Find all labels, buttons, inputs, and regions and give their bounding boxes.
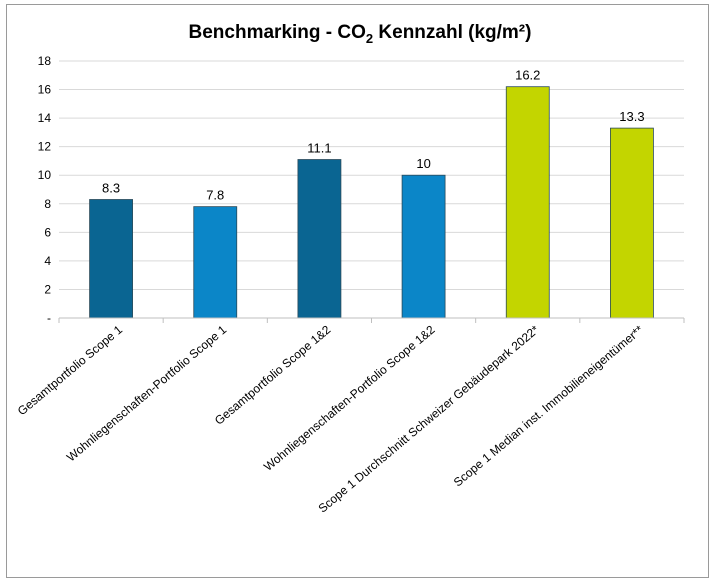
chart-title-subscript: 2 [366,31,373,46]
category-label: Wohnliegenschaften-Portfolio Scope 1 [64,322,229,464]
data-label: 7.8 [206,188,224,203]
y-tick-label: - [47,311,51,325]
y-tick-label: 12 [38,140,52,154]
bar [193,206,238,319]
chart-canvas: Benchmarking - CO2 Kennzahl (kg/m²) -246… [15,22,685,516]
category-label: Wohnliegenschaften-Portfolio Scope 1&2 [261,322,438,473]
data-label: 13.3 [619,109,644,124]
category-label: Scope 1 Durchschnitt Schweizer Gebäudepa… [316,322,542,515]
bar [610,127,654,319]
y-tick-label: 2 [44,282,51,296]
y-tick-label: 18 [38,54,52,68]
y-tick-label: 10 [38,168,52,182]
bars [89,86,654,319]
bar [505,86,550,319]
y-tick-label: 8 [44,197,51,211]
bar [89,199,133,319]
data-label: 11.1 [307,141,331,156]
y-tick-label: 16 [38,83,52,97]
bar [297,159,342,319]
y-tick-label: 4 [44,254,51,268]
y-tick-label: 14 [38,111,52,125]
category-labels: Gesamtportfolio Scope 1Wohnliegenschafte… [15,322,646,515]
chart-title: Benchmarking - CO2 Kennzahl (kg/m²) [189,22,532,46]
bar [401,174,446,319]
chart-title-prefix: Benchmarking - CO [189,22,366,43]
y-tick-label: 6 [44,225,51,239]
data-label: 10 [416,156,430,171]
y-axis-ticks: - 2 4 6 8 10 12 14 16 18 [38,54,52,325]
gridlines [59,60,684,290]
data-label: 8.3 [102,180,120,195]
category-label: Scope 1 Median inst. Immobilieneigentüme… [451,322,646,489]
axes [58,317,685,323]
category-label: Gesamtportfolio Scope 1 [15,322,125,418]
data-label: 16.2 [515,68,540,83]
chart-title-suffix: Kennzahl (kg/m²) [373,22,531,43]
category-label: Gesamtportfolio Scope 1&2 [212,322,334,427]
data-labels: 8.3 7.8 11.1 10 16.2 13.3 [102,68,645,203]
